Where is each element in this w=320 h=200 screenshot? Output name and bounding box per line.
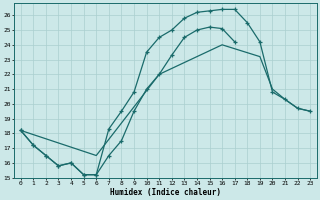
X-axis label: Humidex (Indice chaleur): Humidex (Indice chaleur)	[110, 188, 221, 197]
